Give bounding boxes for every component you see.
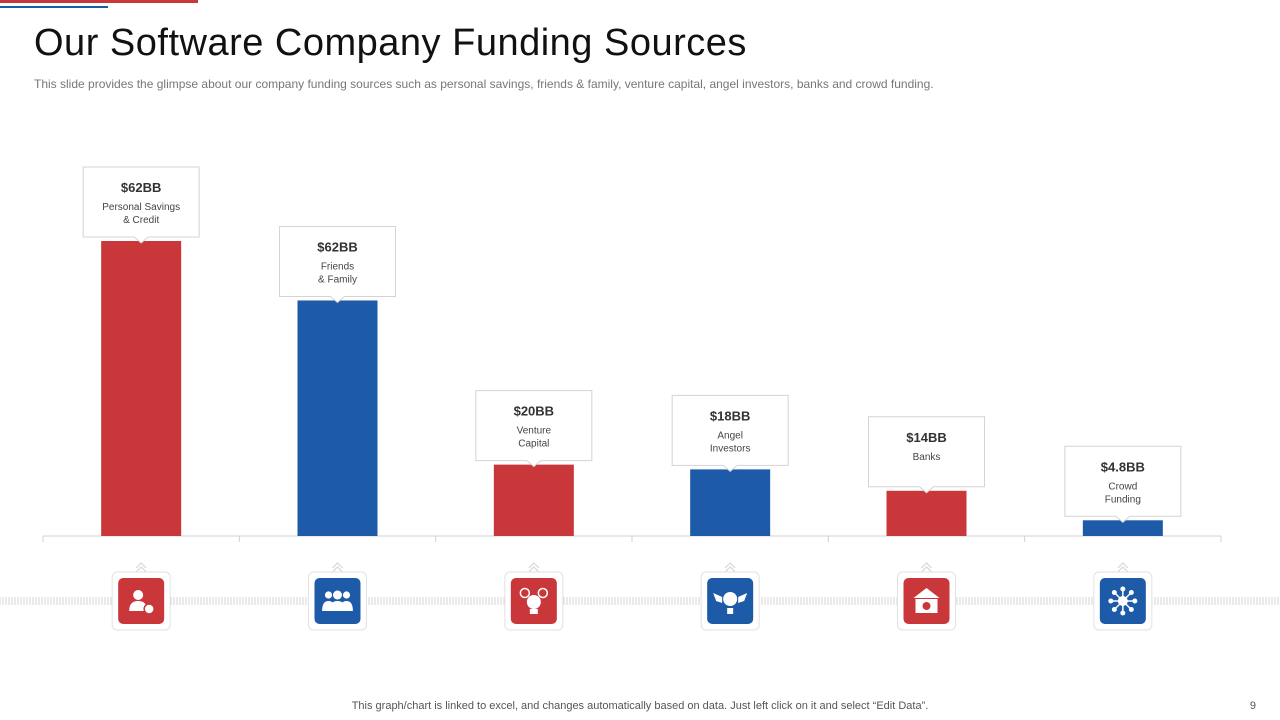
category-label: Banks [913, 452, 941, 463]
page-number: 9 [1249, 700, 1256, 712]
dotted-band [0, 597, 1279, 605]
lightbulb-money-icon [504, 562, 564, 631]
page-subtitle: This slide provides the glimpse about ou… [34, 77, 934, 91]
category-label: & Family [318, 274, 357, 285]
bar [493, 464, 574, 536]
person-money-icon [111, 562, 171, 631]
callout-box: $62BB Personal Savings & Credit [82, 166, 200, 244]
callout-box: $14BB Banks [868, 416, 985, 494]
bar [101, 241, 182, 536]
category-label: Friends [321, 261, 354, 272]
category-label: Investors [710, 443, 751, 454]
accent-bar-blue [0, 6, 108, 8]
category-label: Capital [518, 439, 549, 450]
callout-box: $4.8BB Crowd Funding [1064, 445, 1182, 523]
category-label: & Credit [123, 215, 159, 226]
value-label: $18BB [710, 408, 750, 423]
funding-bar-chart: $62BB Personal Savings & Credit $62BB Friend… [0, 166, 1279, 631]
callout-box: $18BB Angel Investors [671, 394, 789, 473]
bar [886, 490, 967, 536]
group-people-icon [308, 562, 367, 631]
page-title: Our Software Company Funding Sources [34, 22, 747, 64]
value-label: $62BB [317, 239, 357, 254]
category-label: Funding [1105, 494, 1141, 505]
bar [690, 469, 771, 536]
value-label: $14BB [906, 430, 946, 445]
callout-box: $20BB Venture Capital [475, 390, 593, 468]
network-money-icon [1093, 562, 1153, 631]
category-label: Personal Savings [102, 202, 180, 213]
bank-icon [897, 562, 956, 631]
category-label: Venture [517, 426, 552, 437]
accent-bar-red [0, 0, 198, 3]
footer-note: This graph/chart is linked to excel, and… [351, 700, 929, 712]
category-label: Crowd [1108, 481, 1137, 492]
category-label: Angel [717, 430, 743, 441]
value-label: $20BB [514, 404, 554, 419]
winged-dollar-icon [700, 562, 760, 631]
bar [297, 300, 378, 536]
callout-box: $62BB Friends & Family [279, 225, 396, 304]
value-label: $62BB [121, 180, 161, 195]
value-label: $4.8BB [1101, 459, 1145, 474]
bar [1082, 520, 1163, 536]
